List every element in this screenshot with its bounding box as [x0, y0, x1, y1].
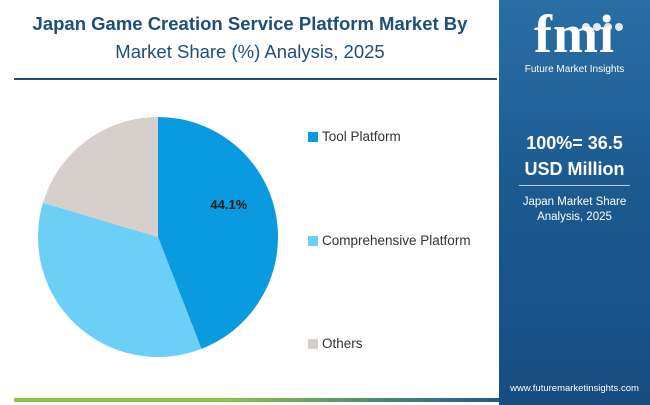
legend-swatch: [308, 338, 318, 349]
pie-chart-svg: 44.1%: [38, 117, 278, 357]
market-total: 100%= 36.5 USD Million: [499, 130, 650, 182]
bottom-accent-bar: [14, 398, 499, 402]
pie-chart: 44.1%: [37, 116, 279, 358]
panel-caption-line2: Analysis, 2025: [537, 211, 612, 223]
panel-background: [499, 0, 650, 405]
market-total-value: 100%= 36.5: [526, 133, 623, 153]
fmi-logo: fmi Future Market Insights: [499, 6, 650, 80]
logo-dots-icon: [582, 18, 642, 31]
panel-caption-line1: Japan Market Share: [522, 196, 627, 208]
chart-title-line2: Market Share (%) Analysis, 2025: [115, 41, 385, 62]
website-link[interactable]: www.futuremarketinsights.com: [510, 383, 639, 394]
legend-label: Tool Platform: [322, 129, 401, 144]
legend-label: Comprehensive Platform: [322, 233, 471, 248]
pie-slice-comprehensive-platform: [38, 202, 202, 357]
chart-legend: Tool Platform Comprehensive Platform Other…: [308, 0, 498, 405]
panel-divider: [519, 185, 630, 186]
pie-value-label: 44.1%: [210, 197, 247, 212]
info-panel: fmi Future Market Insights 100%= 36.5 US…: [499, 0, 650, 405]
chart-title-line1: Japan Game Creation Service Platform Mar…: [32, 13, 468, 34]
logo-mark: fmi: [534, 4, 615, 64]
pie-slice-others: [42, 117, 158, 237]
legend-label: Others: [322, 336, 363, 351]
legend-item: Comprehensive Platform: [308, 233, 471, 248]
market-total-unit: USD Million: [524, 159, 625, 179]
legend-swatch: [308, 131, 318, 142]
panel-caption: Japan Market Share Analysis, 2025: [499, 195, 650, 225]
logo-subtitle: Future Market Insights: [524, 64, 625, 75]
pie-slice-tool-platform: [158, 117, 278, 349]
legend-item: Others: [308, 336, 363, 351]
title-divider: [14, 78, 497, 80]
legend-item: Tool Platform: [308, 129, 401, 144]
legend-swatch: [308, 235, 318, 246]
chart-title: Japan Game Creation Service Platform Mar…: [0, 10, 500, 66]
